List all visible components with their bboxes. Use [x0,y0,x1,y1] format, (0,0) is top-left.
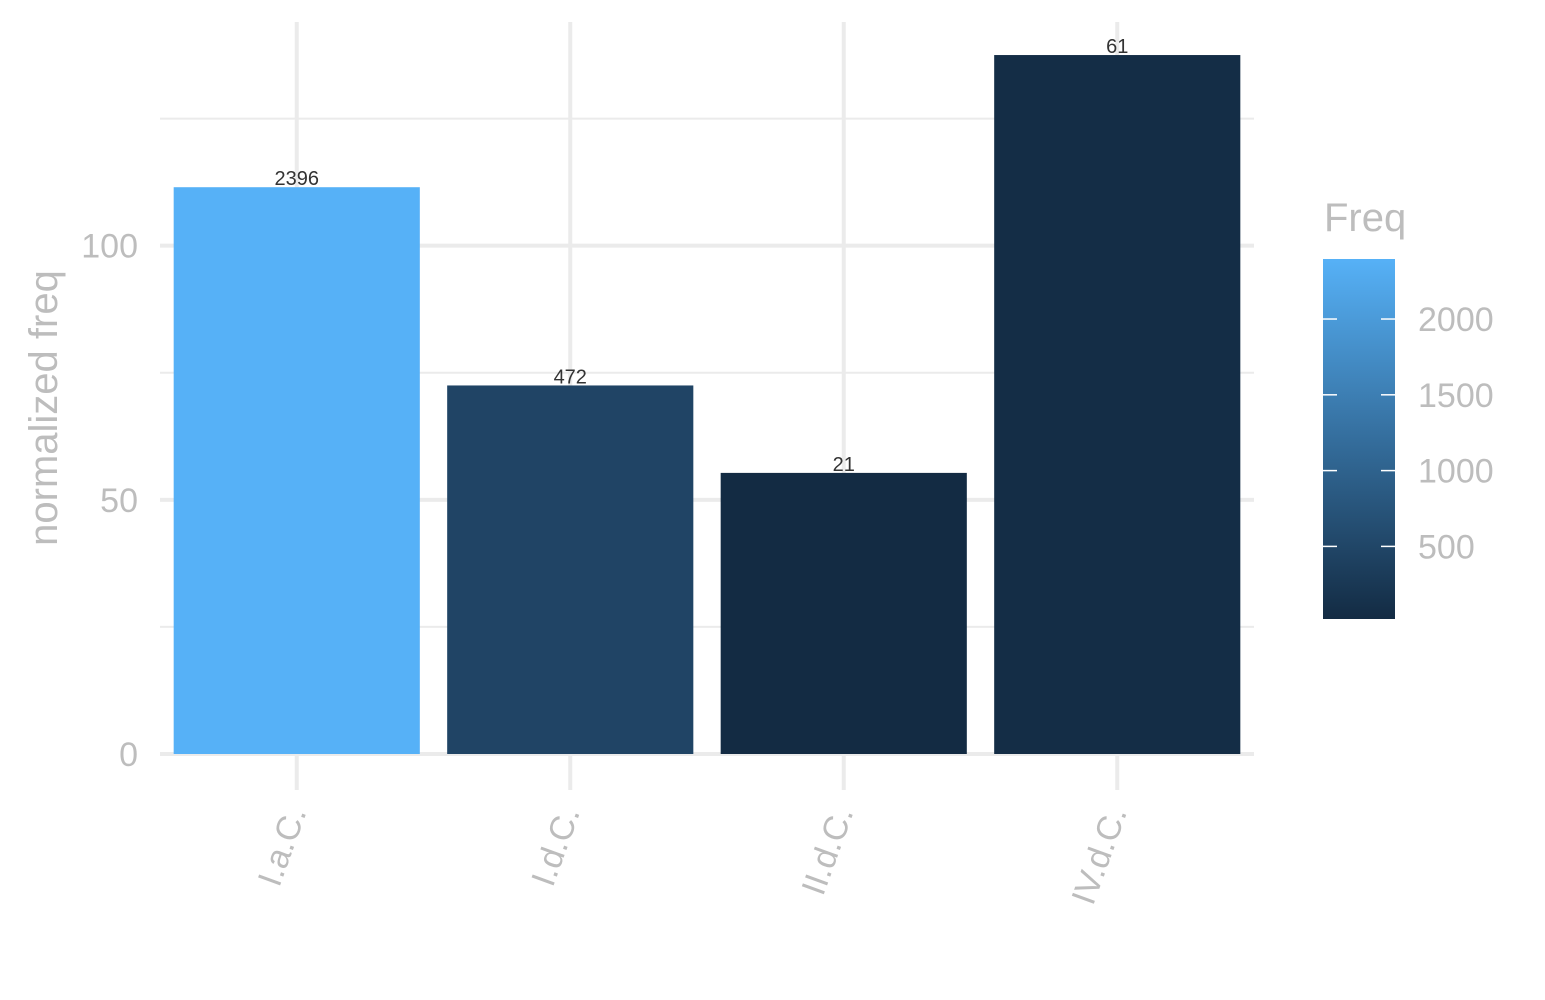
bar-value-label: 472 [554,366,587,388]
colorbar-tick-label: 1000 [1418,453,1494,491]
x-tick-label: I.a.C. [251,802,314,891]
bar-value-labels: 2396 472 21 61 [275,36,1129,476]
bar-IV.d.C. [994,55,1241,754]
legend-title: Freq [1324,196,1406,240]
bar-I.d.C. [447,385,694,754]
y-axis-title: normalized freq [22,270,66,546]
x-tick-label: II.d.C. [795,802,862,900]
bar-value-label: 2396 [275,168,320,190]
colorbar-tick-label: 2000 [1418,301,1494,339]
colorbar [1323,259,1395,619]
x-tick-label: I.d.C. [524,802,587,891]
y-axis-tick-labels: 0 50 100 [81,228,138,774]
y-tick-label: 100 [81,228,138,266]
color-legend: Freq 500 1000 1500 2000 [1323,196,1494,619]
bars [173,55,1241,755]
bar-value-label: 21 [833,454,855,476]
colorbar-ticks: 500 1000 1500 2000 [1323,301,1494,566]
x-tick-label: IV.d.C. [1065,802,1135,910]
y-tick-label: 0 [119,736,138,774]
bar-II.d.C. [720,472,967,754]
bar-I.a.C. [173,187,420,755]
colorbar-tick-label: 1500 [1418,377,1494,415]
y-tick-label: 50 [100,482,138,520]
colorbar-tick-label: 500 [1418,528,1475,566]
bar-value-label: 61 [1106,36,1128,58]
x-axis-tick-labels: I.a.C. I.d.C. II.d.C. IV.d.C. [251,802,1135,910]
